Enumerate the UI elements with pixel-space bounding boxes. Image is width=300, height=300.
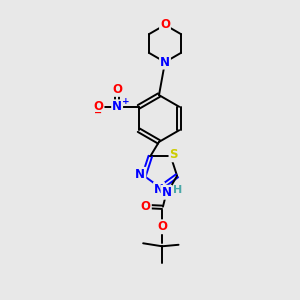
Text: N: N — [160, 56, 170, 69]
Text: −: − — [94, 108, 103, 118]
Text: O: O — [112, 83, 122, 96]
Text: N: N — [161, 186, 172, 199]
Text: O: O — [141, 200, 151, 213]
Text: O: O — [94, 100, 103, 113]
Text: O: O — [160, 18, 170, 32]
Text: H: H — [173, 185, 183, 196]
Text: N: N — [135, 168, 146, 181]
Text: +: + — [122, 97, 129, 106]
Text: S: S — [169, 148, 178, 161]
Text: O: O — [157, 220, 167, 233]
Text: N: N — [154, 183, 164, 196]
Text: N: N — [112, 100, 122, 113]
